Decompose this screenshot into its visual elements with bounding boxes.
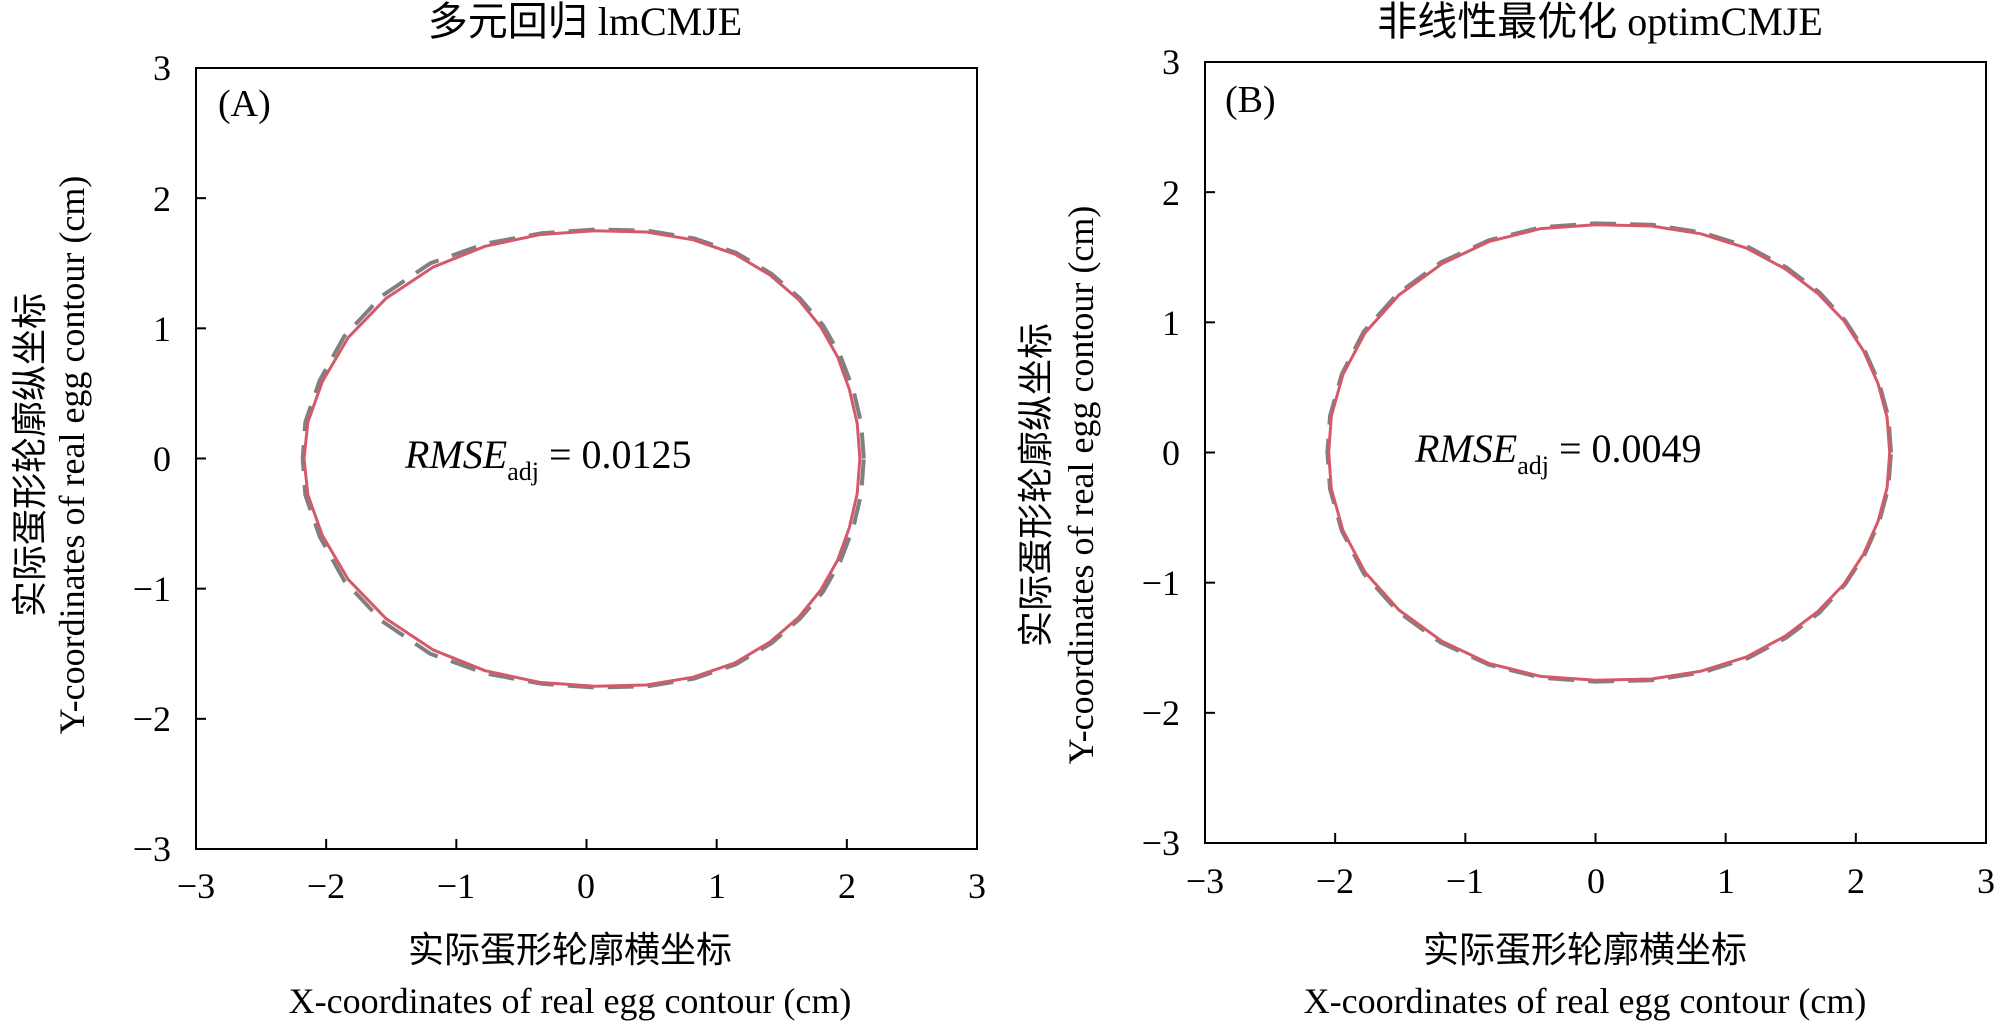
- x-tick-label: −3: [177, 866, 215, 906]
- panel-label: (B): [1225, 79, 1276, 121]
- rmse-equals: =: [539, 432, 582, 477]
- x-tick-label: 0: [577, 866, 595, 906]
- x-ticks: [195, 839, 978, 849]
- x-tick-label: −3: [1186, 861, 1224, 901]
- y-tick-labels: 3 2 1 0 −1 −2 −3: [133, 48, 171, 869]
- x-tick-label: 2: [838, 866, 856, 906]
- x-tick-label: −2: [1316, 861, 1354, 901]
- x-tick-label: 2: [1847, 861, 1865, 901]
- x-axis-label-en: X-coordinates of real egg contour (cm): [1304, 981, 1867, 1021]
- y-axis-label-zh: 实际蛋形轮廓纵坐标: [10, 293, 50, 617]
- x-axis-label-zh: 实际蛋形轮廓横坐标: [1423, 930, 1747, 970]
- x-tick-label: 3: [1977, 861, 1995, 901]
- x-tick-labels: −3 −2 −1 0 1 2 3: [1186, 861, 1995, 901]
- x-tick-labels: −3 −2 −1 0 1 2 3: [177, 866, 986, 906]
- y-tick-label: 3: [153, 48, 171, 88]
- y-ticks: [196, 67, 206, 850]
- x-tick-label: 1: [1717, 861, 1735, 901]
- rmse-subscript: adj: [1517, 451, 1549, 480]
- y-tick-label: −1: [1142, 563, 1180, 603]
- rmse-value: 0.0125: [582, 432, 692, 477]
- panel-label: (A): [218, 83, 271, 125]
- x-tick-label: 3: [968, 866, 986, 906]
- y-tick-labels: 3 2 1 0 −1 −2 −3: [1142, 42, 1180, 863]
- x-tick-label: 0: [1587, 861, 1605, 901]
- y-axis-label-en: Y-coordinates of real egg contour (cm): [52, 176, 92, 735]
- series-group: [300, 227, 866, 690]
- y-tick-label: −1: [133, 569, 171, 609]
- solid-contour-line: [1327, 223, 1892, 682]
- y-axis-label-zh: 实际蛋形轮廓纵坐标: [1016, 323, 1056, 647]
- y-tick-label: 0: [1162, 433, 1180, 473]
- x-tick-label: −1: [437, 866, 475, 906]
- y-axis-label-en: Y-coordinates of real egg contour (cm): [1061, 206, 1101, 765]
- x-tick-label: −2: [307, 866, 345, 906]
- x-axis-label-en: X-coordinates of real egg contour (cm): [289, 981, 852, 1021]
- x-axis-label-zh: 实际蛋形轮廓横坐标: [408, 930, 732, 970]
- rmse-annotation: RMSEadj = 0.0049: [1414, 426, 1702, 480]
- panel-a: 多元回归 lmCMJE (A) −3 −2 −1 0 1 2 3 3 2 1 0…: [10, 0, 986, 1021]
- x-ticks: [1204, 833, 1987, 843]
- y-tick-label: −3: [133, 829, 171, 869]
- rmse-label: RMSE: [404, 432, 507, 477]
- y-tick-label: −3: [1142, 823, 1180, 863]
- y-tick-label: 1: [1162, 303, 1180, 343]
- rmse-annotation: RMSEadj = 0.0125: [404, 432, 692, 486]
- rmse-subscript: adj: [507, 457, 539, 486]
- y-tick-label: 0: [153, 439, 171, 479]
- rmse-equals: =: [1549, 426, 1592, 471]
- y-tick-label: 3: [1162, 42, 1180, 82]
- x-tick-label: −1: [1446, 861, 1484, 901]
- rmse-label: RMSE: [1414, 426, 1517, 471]
- x-tick-label: 1: [708, 866, 726, 906]
- y-tick-label: 2: [153, 179, 171, 219]
- y-tick-label: 2: [1162, 173, 1180, 213]
- rmse-value: 0.0049: [1592, 426, 1702, 471]
- y-tick-label: 1: [153, 309, 171, 349]
- y-tick-label: −2: [1142, 693, 1180, 733]
- series-group: [1325, 221, 1893, 684]
- chart-title: 多元回归 lmCMJE: [428, 0, 742, 44]
- chart-title: 非线性最优化 optimCMJE: [1377, 0, 1823, 44]
- y-ticks: [1205, 61, 1215, 844]
- y-tick-label: −2: [133, 699, 171, 739]
- panel-b: 非线性最优化 optimCMJE (B) −3 −2 −1 0 1 2 3 3 …: [1016, 0, 1995, 1021]
- solid-contour-line: [302, 229, 862, 688]
